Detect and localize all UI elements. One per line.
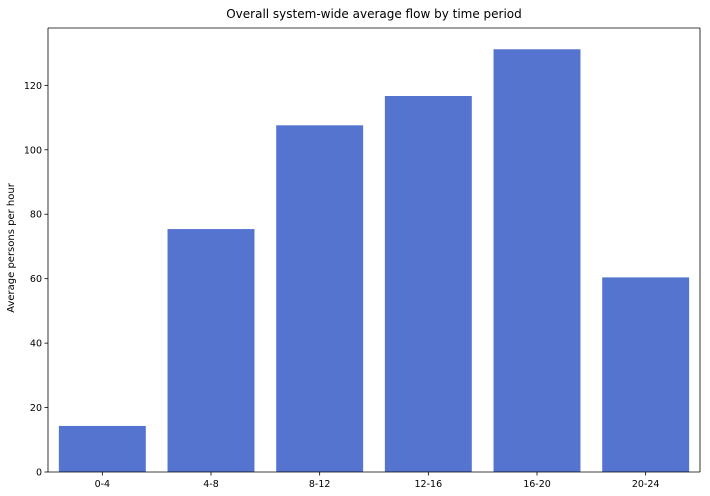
bar-0-4 xyxy=(58,425,146,472)
x-tick-label: 16-20 xyxy=(523,479,551,490)
x-ticks-group: 0-4 4-8 8-12 12-16 16-20 20-24 xyxy=(95,472,660,490)
y-tick-label: 0 xyxy=(36,468,42,479)
y-ticks-group: 0 20 40 60 80 100 120 xyxy=(24,81,48,479)
y-tick-label: 20 xyxy=(30,403,42,414)
x-tick-label: 8-12 xyxy=(309,479,331,490)
bar-16-20 xyxy=(493,49,581,473)
bars-group xyxy=(58,49,690,473)
chart-title: Overall system-wide average flow by time… xyxy=(226,7,522,21)
x-tick-label: 20-24 xyxy=(632,479,660,490)
y-axis-label: Average persons per hour xyxy=(6,182,17,312)
x-tick-label: 12-16 xyxy=(415,479,443,490)
bar-4-8 xyxy=(167,229,255,472)
x-tick-label: 0-4 xyxy=(95,479,111,490)
y-tick-label: 120 xyxy=(24,81,42,92)
x-tick-label: 4-8 xyxy=(203,479,219,490)
y-tick-label: 100 xyxy=(24,145,42,156)
bar-8-12 xyxy=(276,125,364,472)
bar-20-24 xyxy=(602,277,690,472)
y-tick-label: 80 xyxy=(30,210,42,221)
y-tick-label: 40 xyxy=(30,339,42,350)
bar-12-16 xyxy=(384,95,472,473)
y-tick-label: 60 xyxy=(30,274,42,285)
